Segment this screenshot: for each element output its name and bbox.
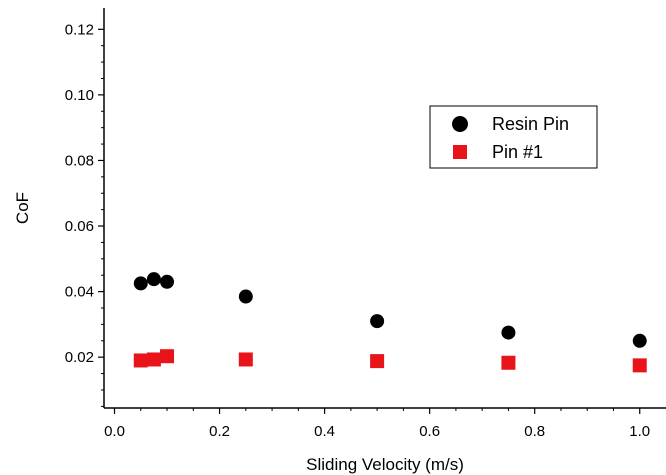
y-tick-label: 0.04 xyxy=(65,284,94,301)
x-tick-label: 0.0 xyxy=(104,423,125,440)
y-tick-label: 0.02 xyxy=(65,349,94,366)
data-point-circle xyxy=(632,333,647,348)
data-point-circle xyxy=(501,325,516,340)
x-tick-label: 0.4 xyxy=(314,423,335,440)
x-tick-label: 0.2 xyxy=(209,423,230,440)
x-tick-label: 1.0 xyxy=(629,423,650,440)
legend: Resin Pin Pin #1 xyxy=(429,105,598,169)
legend-marker-square xyxy=(453,145,467,159)
x-axis: 0.0 0.2 0.4 0.6 0.8 1.0 xyxy=(104,408,650,440)
data-point-circle xyxy=(160,274,175,289)
data-point-square xyxy=(238,352,253,367)
legend-label: Resin Pin xyxy=(492,114,569,134)
y-tick-label: 0.10 xyxy=(65,87,94,104)
data-point-square xyxy=(370,354,385,369)
data-point-circle xyxy=(133,276,148,291)
data-point-circle xyxy=(146,272,161,287)
x-tick-label: 0.6 xyxy=(419,423,440,440)
series-resin-pin xyxy=(133,272,647,348)
data-point-circle xyxy=(370,314,385,329)
legend-label: Pin #1 xyxy=(492,142,543,162)
data-series xyxy=(133,272,647,373)
plot-area xyxy=(103,8,666,409)
x-axis-label: Sliding Velocity (m/s) xyxy=(306,455,464,474)
y-axis-label: CoF xyxy=(13,192,32,224)
y-tick-label: 0.08 xyxy=(65,152,94,169)
x-tick-label: 0.8 xyxy=(524,423,545,440)
data-point-square xyxy=(501,355,516,370)
data-point-circle xyxy=(238,289,253,304)
y-tick-label: 0.12 xyxy=(65,21,94,38)
data-point-square xyxy=(133,353,148,368)
data-point-square xyxy=(146,352,161,367)
y-tick-label: 0.06 xyxy=(65,218,94,235)
series-pin-1 xyxy=(133,349,647,373)
y-axis: 0.02 0.04 0.06 0.08 0.10 0.12 xyxy=(65,21,104,407)
legend-marker-circle xyxy=(452,116,468,132)
data-point-square xyxy=(632,358,647,373)
data-point-square xyxy=(160,349,175,364)
